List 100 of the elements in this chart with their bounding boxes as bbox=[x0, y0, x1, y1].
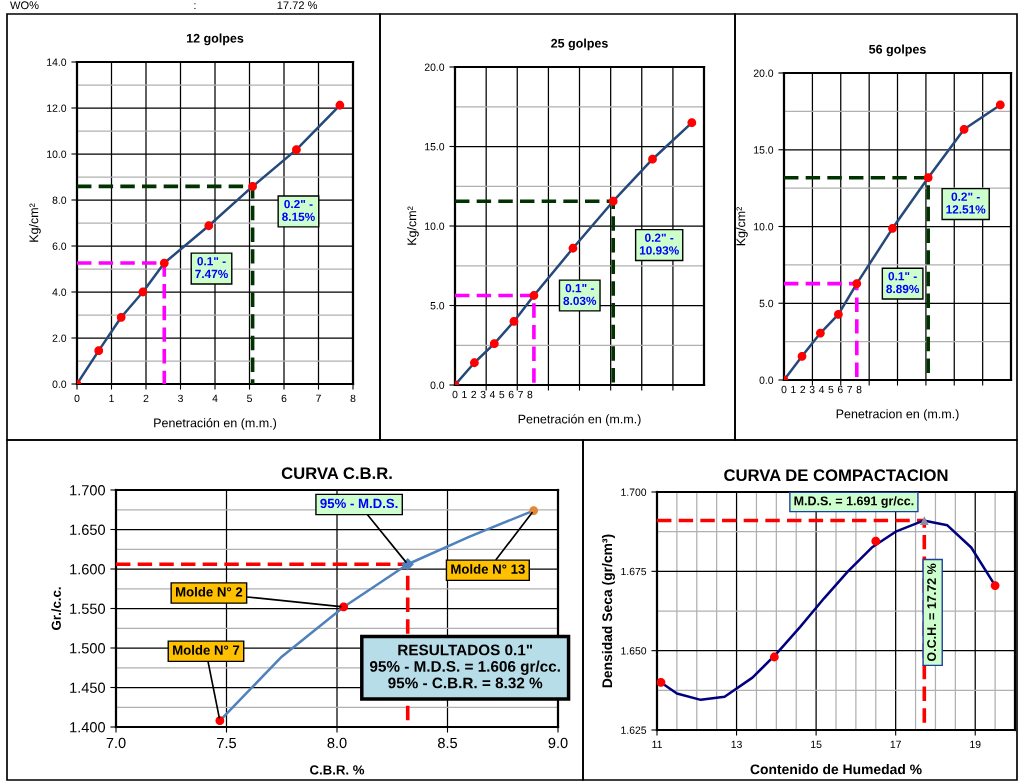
y-tick-label: 15.0 bbox=[425, 143, 445, 151]
x-tick-label: 0 bbox=[74, 394, 80, 403]
point bbox=[138, 287, 148, 297]
x-tick-label: 8.5 bbox=[438, 737, 458, 749]
x-tick-label: 19 bbox=[970, 740, 981, 749]
y-tick-label: 5.0 bbox=[759, 299, 774, 308]
x-axis-title: Penetración en (m.m.) bbox=[518, 414, 641, 426]
annotation: Molde N° 13 bbox=[451, 564, 525, 574]
y-tick-label: 1.675 bbox=[621, 567, 647, 576]
y-tick-label: 1.550 bbox=[70, 603, 106, 614]
y-tick-label: 1.450 bbox=[70, 682, 106, 693]
point bbox=[509, 317, 519, 326]
annotation: Molde N° 7 bbox=[173, 645, 240, 655]
chart-title: CURVA DE COMPACTACION bbox=[724, 469, 948, 482]
y-tick-label: 5.0 bbox=[430, 302, 445, 310]
x-tick-label: 1 bbox=[791, 385, 796, 394]
x-tick-label: 2 bbox=[471, 390, 477, 399]
y-axis-title: Kg/cm² bbox=[407, 206, 419, 245]
x-tick-label: 6 bbox=[281, 394, 287, 403]
y-tick-label: 10.0 bbox=[425, 222, 445, 230]
y-axis-title: Gr./c.c. bbox=[51, 587, 62, 630]
x-axis-title: Penetracion en (m.m.) bbox=[836, 409, 959, 421]
x-tick-label: 6 bbox=[508, 390, 514, 399]
y-tick-label: 0.0 bbox=[759, 376, 774, 384]
point bbox=[568, 243, 578, 253]
x-tick-label: 17 bbox=[890, 740, 901, 748]
y-axis-title: Kg/cm² bbox=[736, 206, 748, 246]
point bbox=[401, 558, 414, 571]
x-tick-label: 0 bbox=[781, 385, 787, 394]
annotation: 95% - M.D.S. bbox=[320, 498, 398, 509]
annotation: 0.2" - 8.15% bbox=[282, 199, 315, 221]
point bbox=[204, 221, 214, 231]
point bbox=[116, 312, 126, 322]
point bbox=[489, 339, 499, 349]
text: WO% : 17.72 % bbox=[10, 1, 318, 10]
y-tick-label: 12.0 bbox=[47, 104, 67, 112]
point bbox=[529, 506, 539, 515]
y-tick-label: 8.0 bbox=[52, 196, 67, 204]
y-tick-label: 0.0 bbox=[430, 381, 445, 389]
annotation: Molde N° 2 bbox=[176, 586, 243, 597]
x-tick-label: 2 bbox=[143, 394, 149, 402]
chart-title: 25 golpes bbox=[551, 38, 608, 51]
annotation: 0.2" - 12.51% bbox=[946, 192, 986, 214]
point bbox=[657, 678, 666, 687]
y-tick-label: 1.500 bbox=[70, 643, 106, 654]
chart-title: 12 golpes bbox=[186, 33, 244, 46]
x-tick-label: 3 bbox=[178, 394, 183, 403]
x-tick-label: 13 bbox=[731, 740, 742, 749]
y-tick-label: 1.650 bbox=[621, 647, 647, 655]
x-tick-label: 1 bbox=[462, 390, 467, 399]
point bbox=[797, 351, 807, 361]
annotation: M.D.S. = 1.691 gr/cc. bbox=[794, 496, 914, 508]
x-tick-label: 8 bbox=[856, 385, 862, 394]
y-tick-label: 2.0 bbox=[52, 334, 67, 342]
x-tick-label: 5 bbox=[828, 385, 834, 394]
x-tick-label: 7 bbox=[518, 390, 523, 399]
x-tick-label: 8 bbox=[350, 394, 356, 403]
x-axis-title: Contenido de Humedad % bbox=[750, 764, 922, 775]
y-tick-label: 0.0 bbox=[52, 380, 67, 388]
annotation: 0.1" - 8.03% bbox=[563, 283, 597, 306]
x-tick-label: 5 bbox=[499, 390, 505, 399]
point bbox=[816, 328, 825, 338]
x-axis-title: Penetración en (m.m.) bbox=[154, 418, 277, 430]
point bbox=[769, 652, 779, 662]
x-tick-label: 11 bbox=[652, 740, 662, 748]
point bbox=[469, 358, 479, 368]
point bbox=[248, 182, 257, 191]
x-tick-label: 1 bbox=[109, 394, 114, 402]
y-tick-label: 15.0 bbox=[754, 146, 774, 154]
point bbox=[215, 716, 225, 726]
point bbox=[159, 258, 169, 268]
chart-title: 56 golpes bbox=[869, 44, 926, 57]
x-tick-label: 6 bbox=[837, 385, 843, 394]
x-tick-label: 8 bbox=[527, 390, 533, 399]
y-tick-label: 10.0 bbox=[754, 223, 774, 231]
x-tick-label: 7.5 bbox=[217, 737, 237, 749]
point bbox=[94, 346, 104, 356]
annotation: 0.1" - 8.89% bbox=[886, 272, 920, 294]
x-tick-label: 0 bbox=[452, 390, 458, 399]
point bbox=[852, 279, 862, 288]
x-axis-title: C.B.R. % bbox=[310, 765, 365, 775]
x-tick-label: 8.0 bbox=[327, 737, 347, 749]
point bbox=[292, 145, 301, 155]
x-tick-label: 3 bbox=[809, 385, 815, 394]
y-axis-title: Densidad Seca (gr/cm³) bbox=[601, 534, 615, 688]
y-tick-label: 1.400 bbox=[70, 722, 106, 733]
point bbox=[990, 581, 1000, 591]
y-tick-label: 1.700 bbox=[70, 485, 106, 496]
y-tick-label: 20.0 bbox=[424, 63, 445, 71]
point bbox=[335, 100, 345, 110]
x-tick-label: 7.0 bbox=[106, 737, 126, 749]
point bbox=[923, 173, 933, 183]
annotation: 0.2" - 10.93% bbox=[639, 233, 679, 255]
point bbox=[339, 602, 349, 612]
y-tick-label: 1.625 bbox=[621, 726, 647, 734]
x-tick-label: 4 bbox=[818, 385, 825, 394]
x-tick-label: 7 bbox=[847, 385, 853, 394]
x-tick-label: 3 bbox=[480, 390, 486, 399]
point bbox=[529, 291, 539, 300]
y-tick-label: 14.0 bbox=[47, 58, 67, 66]
